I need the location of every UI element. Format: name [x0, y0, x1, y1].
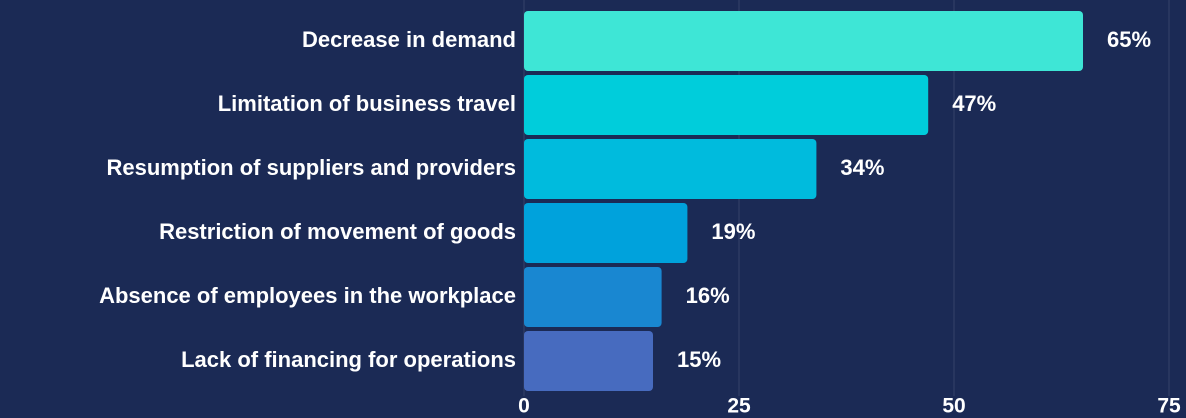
bar: [524, 139, 817, 199]
x-tick-label: 25: [727, 395, 751, 418]
data-label: 19%: [711, 219, 755, 244]
data-label: 16%: [686, 283, 730, 308]
data-label: 15%: [677, 347, 721, 372]
y-tick-label: Limitation of business travel: [218, 91, 516, 116]
y-tick-label: Resumption of suppliers and providers: [106, 155, 516, 180]
bar: [524, 203, 688, 263]
x-tick-label: 75: [1157, 395, 1181, 418]
y-tick-label: Lack of financing for operations: [181, 347, 516, 372]
x-tick-label: 0: [518, 395, 530, 418]
x-tick-label: 50: [942, 395, 965, 418]
bar: [524, 11, 1083, 71]
data-label: 47%: [952, 91, 996, 116]
data-label: 34%: [840, 155, 884, 180]
bar: [524, 75, 929, 135]
data-label: 65%: [1107, 27, 1151, 52]
bar: [524, 267, 662, 327]
bar: [524, 331, 653, 391]
y-tick-label: Restriction of movement of goods: [159, 219, 516, 244]
y-tick-label: Decrease in demand: [302, 27, 516, 52]
y-tick-label: Absence of employees in the workplace: [99, 283, 516, 308]
